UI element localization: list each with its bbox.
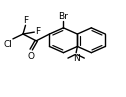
Text: F: F: [35, 27, 40, 36]
Text: Br: Br: [58, 12, 68, 21]
Text: Cl: Cl: [3, 40, 12, 49]
Text: N: N: [73, 54, 80, 63]
Text: F: F: [23, 16, 28, 25]
Text: O: O: [28, 52, 35, 61]
